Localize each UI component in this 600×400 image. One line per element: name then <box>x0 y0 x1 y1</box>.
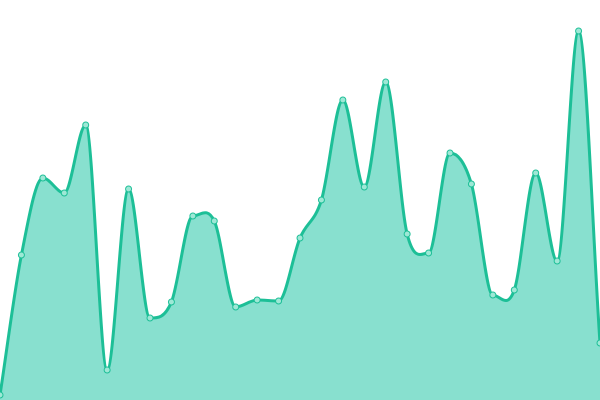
data-point <box>360 183 368 191</box>
data-point <box>532 169 540 177</box>
data-markers <box>0 27 600 399</box>
series-line <box>0 29 600 396</box>
data-point <box>317 196 325 204</box>
area-fill <box>0 31 600 400</box>
data-point <box>339 96 347 104</box>
data-point <box>382 78 390 86</box>
data-point <box>17 251 25 259</box>
data-point <box>403 230 411 238</box>
data-point <box>467 180 475 188</box>
data-point <box>446 149 454 157</box>
data-point <box>189 212 197 220</box>
data-point <box>425 249 433 257</box>
data-point <box>575 27 583 35</box>
data-point <box>510 286 518 294</box>
data-point <box>0 391 4 399</box>
data-point <box>489 291 497 299</box>
data-point <box>296 234 304 242</box>
data-point <box>125 185 133 193</box>
data-point <box>232 303 240 311</box>
data-point <box>167 298 175 306</box>
data-point <box>103 366 111 374</box>
data-point <box>39 174 47 182</box>
data-point <box>60 189 68 197</box>
data-point <box>553 257 561 265</box>
data-point <box>275 297 283 305</box>
data-point <box>596 339 600 347</box>
data-point <box>253 296 261 304</box>
data-point <box>210 217 218 225</box>
data-point <box>146 314 154 322</box>
data-point <box>82 121 90 129</box>
